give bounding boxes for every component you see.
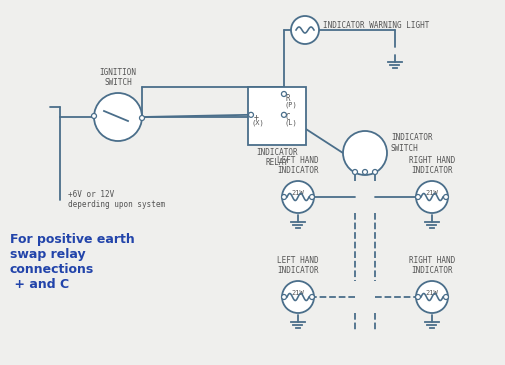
Circle shape — [281, 181, 314, 213]
Text: For positive earth
swap relay
connections
 + and C: For positive earth swap relay connection… — [10, 233, 134, 291]
Circle shape — [415, 281, 447, 313]
Text: LEFT HAND
INDICATOR: LEFT HAND INDICATOR — [277, 255, 318, 275]
Text: (L): (L) — [284, 120, 297, 126]
Circle shape — [352, 169, 357, 174]
Circle shape — [248, 112, 253, 117]
Circle shape — [281, 281, 314, 313]
Text: RIGHT HAND
INDICATOR: RIGHT HAND INDICATOR — [408, 255, 454, 275]
Bar — [247, 87, 306, 145]
Text: 21W: 21W — [425, 190, 437, 196]
Text: (P): (P) — [284, 101, 297, 108]
Circle shape — [372, 169, 377, 174]
Circle shape — [309, 295, 314, 300]
Text: INDICATOR
SWITCH: INDICATOR SWITCH — [390, 133, 432, 153]
Text: LEFT HAND
INDICATOR: LEFT HAND INDICATOR — [277, 155, 318, 175]
Circle shape — [281, 112, 286, 117]
Circle shape — [415, 195, 420, 200]
Text: RIGHT HAND
INDICATOR: RIGHT HAND INDICATOR — [408, 155, 454, 175]
Circle shape — [281, 195, 286, 200]
Circle shape — [309, 195, 314, 200]
Circle shape — [281, 295, 286, 300]
Text: 21W: 21W — [291, 290, 304, 296]
Circle shape — [442, 195, 447, 200]
Text: C: C — [285, 113, 290, 122]
Text: INDICATOR
RELAY: INDICATOR RELAY — [256, 148, 297, 168]
Circle shape — [362, 169, 367, 174]
Circle shape — [342, 131, 386, 175]
Circle shape — [94, 93, 142, 141]
Text: 21W: 21W — [291, 190, 304, 196]
Circle shape — [281, 92, 286, 96]
Circle shape — [139, 115, 144, 120]
Text: INDICATOR WARNING LIGHT: INDICATOR WARNING LIGHT — [322, 20, 429, 30]
Text: R: R — [285, 94, 290, 103]
Circle shape — [290, 16, 318, 44]
Circle shape — [91, 114, 96, 119]
Circle shape — [415, 295, 420, 300]
Circle shape — [415, 181, 447, 213]
Text: +: + — [254, 113, 259, 122]
Text: IGNITION
SWITCH: IGNITION SWITCH — [99, 68, 136, 87]
Circle shape — [442, 295, 447, 300]
Text: +6V or 12V
deperding upon system: +6V or 12V deperding upon system — [68, 190, 165, 210]
Text: 21W: 21W — [425, 290, 437, 296]
Text: (X): (X) — [251, 120, 264, 126]
